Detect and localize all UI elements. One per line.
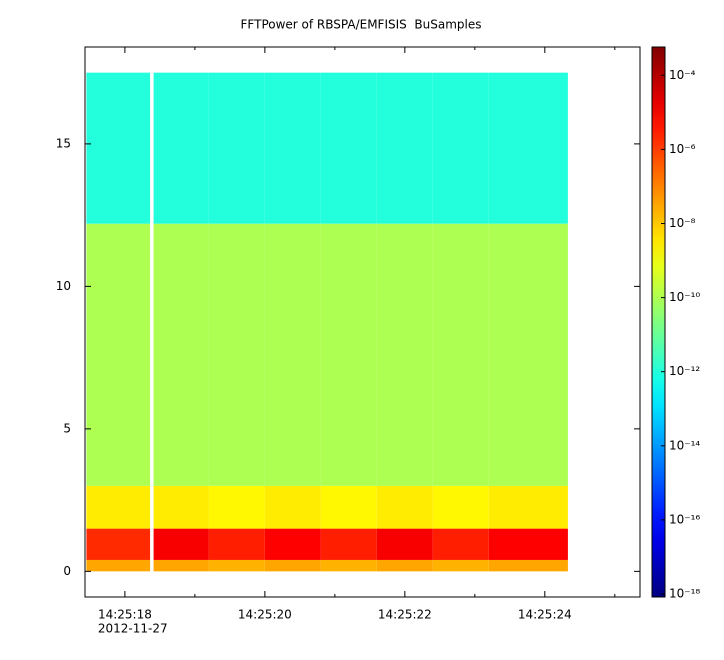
spectrogram-cell — [264, 485, 321, 529]
colorbar-tick-label: 10⁻¹⁴ — [669, 438, 700, 452]
y-tick-label: 5 — [63, 421, 71, 435]
spectrogram-cell — [153, 485, 209, 529]
spectrogram-cell — [320, 72, 377, 224]
colorbar-tick-label: 10⁻¹² — [669, 364, 700, 378]
colorbar-tick-label: 10⁻⁴ — [669, 68, 696, 82]
spectrogram-cell — [488, 223, 568, 486]
spectrogram-cell — [320, 559, 377, 572]
spectrogram-cell — [376, 485, 433, 529]
y-tick-label: 0 — [63, 564, 71, 578]
plot-frame — [84, 46, 641, 598]
spectrogram-cell — [153, 223, 209, 486]
colorbar-tick-label: 10⁻¹⁰ — [669, 290, 700, 304]
spectrogram-cell — [488, 528, 568, 560]
colorbar-tick-label: 10⁻¹⁸ — [669, 587, 700, 601]
spectrogram-cell — [488, 559, 568, 572]
chart-title: FFTPower of RBSPA/EMFISIS BuSamples — [241, 18, 482, 32]
date-label: 2012-11-27 — [98, 622, 168, 636]
spectrogram-cell — [376, 528, 433, 560]
spectrogram-cell — [153, 72, 209, 224]
spectrogram-cell — [320, 223, 377, 486]
spectrogram-cell — [86, 485, 151, 529]
colorbar-tick-label: 10⁻⁸ — [669, 216, 696, 230]
colorbar — [651, 46, 666, 598]
spectrogram-cell — [153, 528, 209, 560]
x-tick-label: 14:25:24 — [518, 608, 572, 622]
y-tick-label: 10 — [56, 279, 71, 293]
spectrogram-cell — [376, 559, 433, 572]
spectrogram-cell — [86, 72, 151, 224]
y-tick-label: 15 — [56, 136, 71, 150]
colorbar-tick-label: 10⁻⁶ — [669, 142, 696, 156]
spectrogram-cell — [432, 528, 489, 560]
spectrogram-cell — [432, 485, 489, 529]
spectrogram-cell — [264, 528, 321, 560]
spectrogram-cell — [86, 559, 151, 572]
spectrogram-cell — [376, 72, 433, 224]
spectrogram-cell — [376, 223, 433, 486]
spectrogram-cell — [488, 72, 568, 224]
spectrogram-cell — [208, 485, 265, 529]
spectrogram-cell — [432, 559, 489, 572]
spectrogram-cell — [86, 223, 151, 486]
spectrogram-cell — [208, 559, 265, 572]
spectrogram-cell — [488, 485, 568, 529]
spectrogram-cell — [264, 72, 321, 224]
spectrogram-cell — [153, 559, 209, 572]
spectrogram-cell — [320, 528, 377, 560]
x-tick-label: 14:25:22 — [378, 608, 432, 622]
x-tick-label: 14:25:20 — [238, 608, 292, 622]
spectrogram-cell — [264, 559, 321, 572]
spectrogram-cell — [208, 72, 265, 224]
spectrogram-cell — [432, 223, 489, 486]
spectrogram-cell — [432, 72, 489, 224]
spectrogram-cell — [264, 223, 321, 486]
x-tick-label: 14:25:18 — [98, 608, 152, 622]
spectrogram-cell — [208, 223, 265, 486]
spectrogram-cell — [320, 485, 377, 529]
spectrogram-cell — [208, 528, 265, 560]
spectrogram-cell — [86, 528, 151, 560]
colorbar-tick-label: 10⁻¹⁶ — [669, 512, 700, 526]
